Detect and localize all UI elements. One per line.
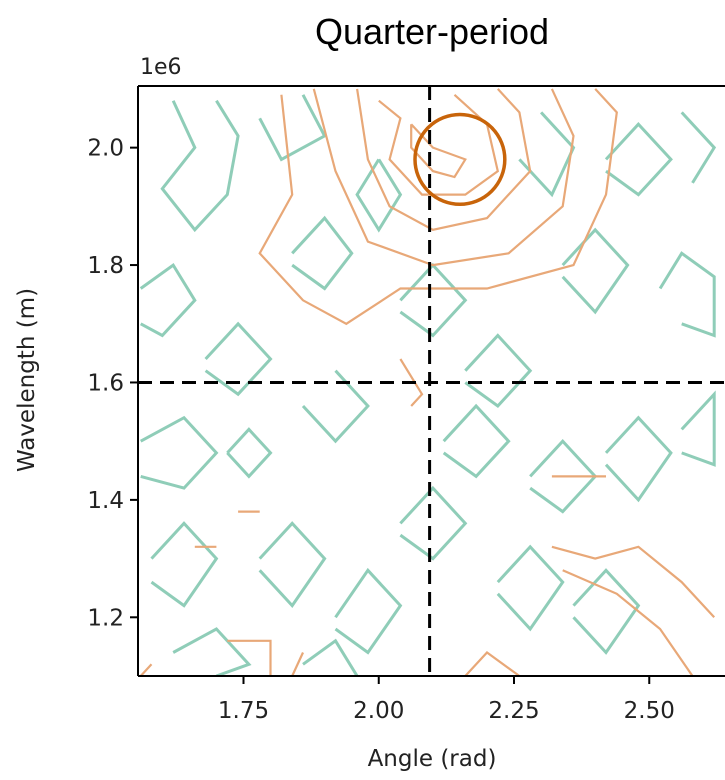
green-contour-line [658, 251, 716, 338]
green-contour-line [160, 99, 240, 233]
green-contour-line [139, 262, 197, 338]
green-contour-line [442, 403, 511, 479]
green-contour-line [172, 627, 252, 676]
orange-contour-line [258, 88, 618, 326]
y-tick-label: 1.4 [87, 488, 124, 514]
y-axis-label: Wavelength (m) [14, 288, 40, 472]
x-tick-label: 2.25 [488, 698, 539, 724]
orange-contour-line [551, 545, 716, 619]
y-tick-label: 1.6 [87, 370, 124, 396]
y-axis-offset-label: 1e6 [140, 55, 182, 80]
orange-contour-line [562, 569, 694, 676]
highlight-circle [413, 112, 507, 207]
x-tick-label: 2.50 [624, 698, 675, 724]
green-contour-line [258, 521, 327, 608]
orange-contour-line [356, 88, 532, 231]
green-contour-line [204, 321, 273, 397]
orange-contour-line [139, 663, 153, 676]
x-axis-label: Angle (rad) [368, 746, 497, 772]
green-contour-line [399, 262, 468, 338]
orange-contour-line [399, 358, 424, 407]
green-contour-line [139, 415, 219, 490]
green-contour-line [226, 427, 273, 479]
green-contour-line [301, 369, 370, 444]
green-contour-line [464, 333, 533, 408]
green-contour-line [561, 227, 630, 315]
x-tick-label: 1.75 [218, 698, 269, 724]
green-contour-line [291, 215, 354, 291]
orange-contour-line [464, 651, 521, 676]
green-contour-line [604, 121, 673, 197]
green-contour-line [355, 158, 403, 233]
green-contour-line [496, 544, 565, 632]
x-tick-label: 2.00 [353, 698, 404, 724]
green-contour-line [399, 485, 468, 561]
green-contour-line [258, 94, 327, 162]
orange-contour-line [312, 88, 575, 267]
green-contour-line [604, 415, 673, 503]
y-tick-label: 2.0 [87, 136, 124, 162]
green-contour-line [518, 111, 576, 198]
green-contour-line [302, 638, 359, 676]
green-contour-line [680, 390, 716, 467]
green-contour-line [680, 111, 717, 184]
green-contour-line [150, 521, 219, 608]
green-contour-line [334, 567, 403, 655]
chart-title: Quarter-period [315, 11, 549, 52]
y-tick-label: 1.2 [87, 605, 124, 631]
orange-contour-line [410, 123, 467, 179]
orange-contour-line [227, 639, 272, 676]
orange-contour-line [378, 93, 500, 196]
orange-contour-line [291, 652, 304, 676]
green-contour-line [572, 568, 641, 655]
y-tick-label: 1.8 [87, 253, 124, 279]
